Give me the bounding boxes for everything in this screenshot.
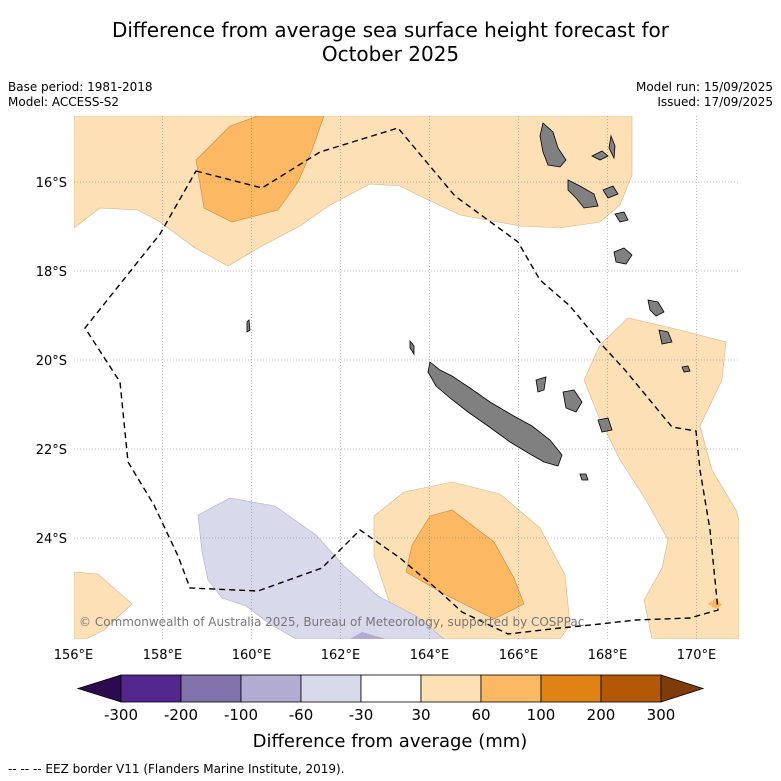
matthew-island — [579, 473, 589, 481]
vanuatu-island-3 — [608, 134, 616, 160]
islet-3 — [246, 319, 251, 333]
longitude-label: 158°E — [143, 648, 183, 663]
colorbar-tick-label: 30 — [411, 706, 430, 724]
model-run-text: Model run: 15/09/2025 — [635, 80, 773, 94]
colorbar: -300 -200 -100 -60 -30 30 60 100 200 300 — [76, 674, 705, 724]
model-info: Base period: 1981-2018 Model: ACCESS-S2 — [8, 80, 153, 110]
longitude-label: 168°E — [588, 648, 628, 663]
model-text: Model: ACCESS-S2 — [8, 95, 120, 109]
anomaly-region-60-100-south — [405, 509, 525, 620]
colorbar-swatch — [300, 674, 362, 703]
colorbar-tick-label: 100 — [527, 706, 556, 724]
colorbar-tick-label: 300 — [647, 706, 676, 724]
title-line-1: Difference from average sea surface heig… — [111, 18, 670, 42]
map-title: Difference from average sea surface heig… — [0, 18, 781, 66]
latitude-labels: 16°S 18°S 20°S 22°S 24°S — [36, 176, 67, 547]
colorbar-tick-label: 200 — [587, 706, 616, 724]
anomaly-region-60-100-north — [195, 116, 325, 223]
longitude-label: 164°E — [410, 648, 450, 663]
eez-footnote: -- -- -- EEZ border V11 (Flanders Marine… — [8, 762, 345, 776]
longitude-label: 170°E — [677, 648, 717, 663]
anomaly-region-30-60-east — [583, 317, 739, 639]
colorbar-extend-low — [76, 674, 122, 703]
vanuatu-island-2 — [591, 150, 609, 161]
vanuatu-island-1 — [539, 122, 567, 168]
vanuatu-island-7 — [613, 247, 633, 265]
base-period-text: Base period: 1981-2018 — [8, 80, 153, 94]
longitude-labels: 156°E 158°E 160°E 162°E 164°E 166°E 168°E 170°E — [54, 648, 717, 663]
eez-border — [84, 127, 719, 635]
map-area — [74, 116, 739, 639]
longitude-label: 166°E — [499, 648, 539, 663]
colorbar-extend-high — [660, 674, 705, 703]
latitude-label: 16°S — [36, 176, 67, 191]
loyalty-islands-3 — [647, 299, 665, 317]
latitude-label: 24°S — [36, 532, 67, 547]
vanuatu-island-6 — [614, 211, 629, 223]
colorbar-swatch — [360, 674, 422, 703]
latitude-label: 18°S — [36, 265, 67, 280]
loyalty-islands-2 — [597, 417, 613, 433]
latitude-label: 20°S — [36, 354, 67, 369]
copyright-notice: © Commonwealth of Australia 2025, Bureau… — [79, 615, 584, 629]
colorbar-swatch — [600, 674, 662, 703]
colorbar-tick-label: -100 — [224, 706, 258, 724]
colorbar-tick-label: -60 — [289, 706, 314, 724]
title-line-2: October 2025 — [321, 42, 460, 66]
longitude-label: 162°E — [321, 648, 361, 663]
loyalty-islands-1 — [562, 389, 583, 413]
longitude-label: 160°E — [232, 648, 272, 663]
anomaly-region-30-60-southwest — [74, 571, 133, 639]
anomaly-region-60-100-east — [708, 598, 722, 609]
vanuatu-island-5 — [602, 185, 619, 199]
colorbar-swatch — [480, 674, 542, 703]
vanuatu-island-4 — [567, 179, 599, 209]
run-info: Model run: 15/09/2025 Issued: 17/09/2025 — [636, 80, 773, 110]
colorbar-tick-label: -300 — [104, 706, 138, 724]
loyalty-islands-4 — [658, 329, 673, 345]
islet-2 — [535, 376, 547, 393]
longitude-label: 156°E — [54, 648, 94, 663]
graticule — [74, 116, 739, 639]
colorbar-tick-label: -30 — [349, 706, 374, 724]
colorbar-swatch — [180, 674, 242, 703]
issued-text: Issued: 17/09/2025 — [657, 95, 773, 109]
colorbar-tick-label: -200 — [164, 706, 198, 724]
landmasses — [246, 122, 691, 481]
colorbar-swatch — [420, 674, 482, 703]
new-caledonia-island — [427, 361, 563, 467]
islet-1 — [681, 365, 691, 373]
anomaly-region-neg100-neg60 — [350, 632, 386, 639]
colorbar-tick-label: 60 — [471, 706, 490, 724]
latitude-label: 22°S — [36, 443, 67, 458]
colorbar-title: Difference from average (mm) — [253, 731, 528, 752]
colorbar-swatch — [540, 674, 602, 703]
islet-4 — [409, 339, 415, 356]
colorbar-swatch — [120, 674, 182, 703]
colorbar-swatch — [240, 674, 302, 703]
